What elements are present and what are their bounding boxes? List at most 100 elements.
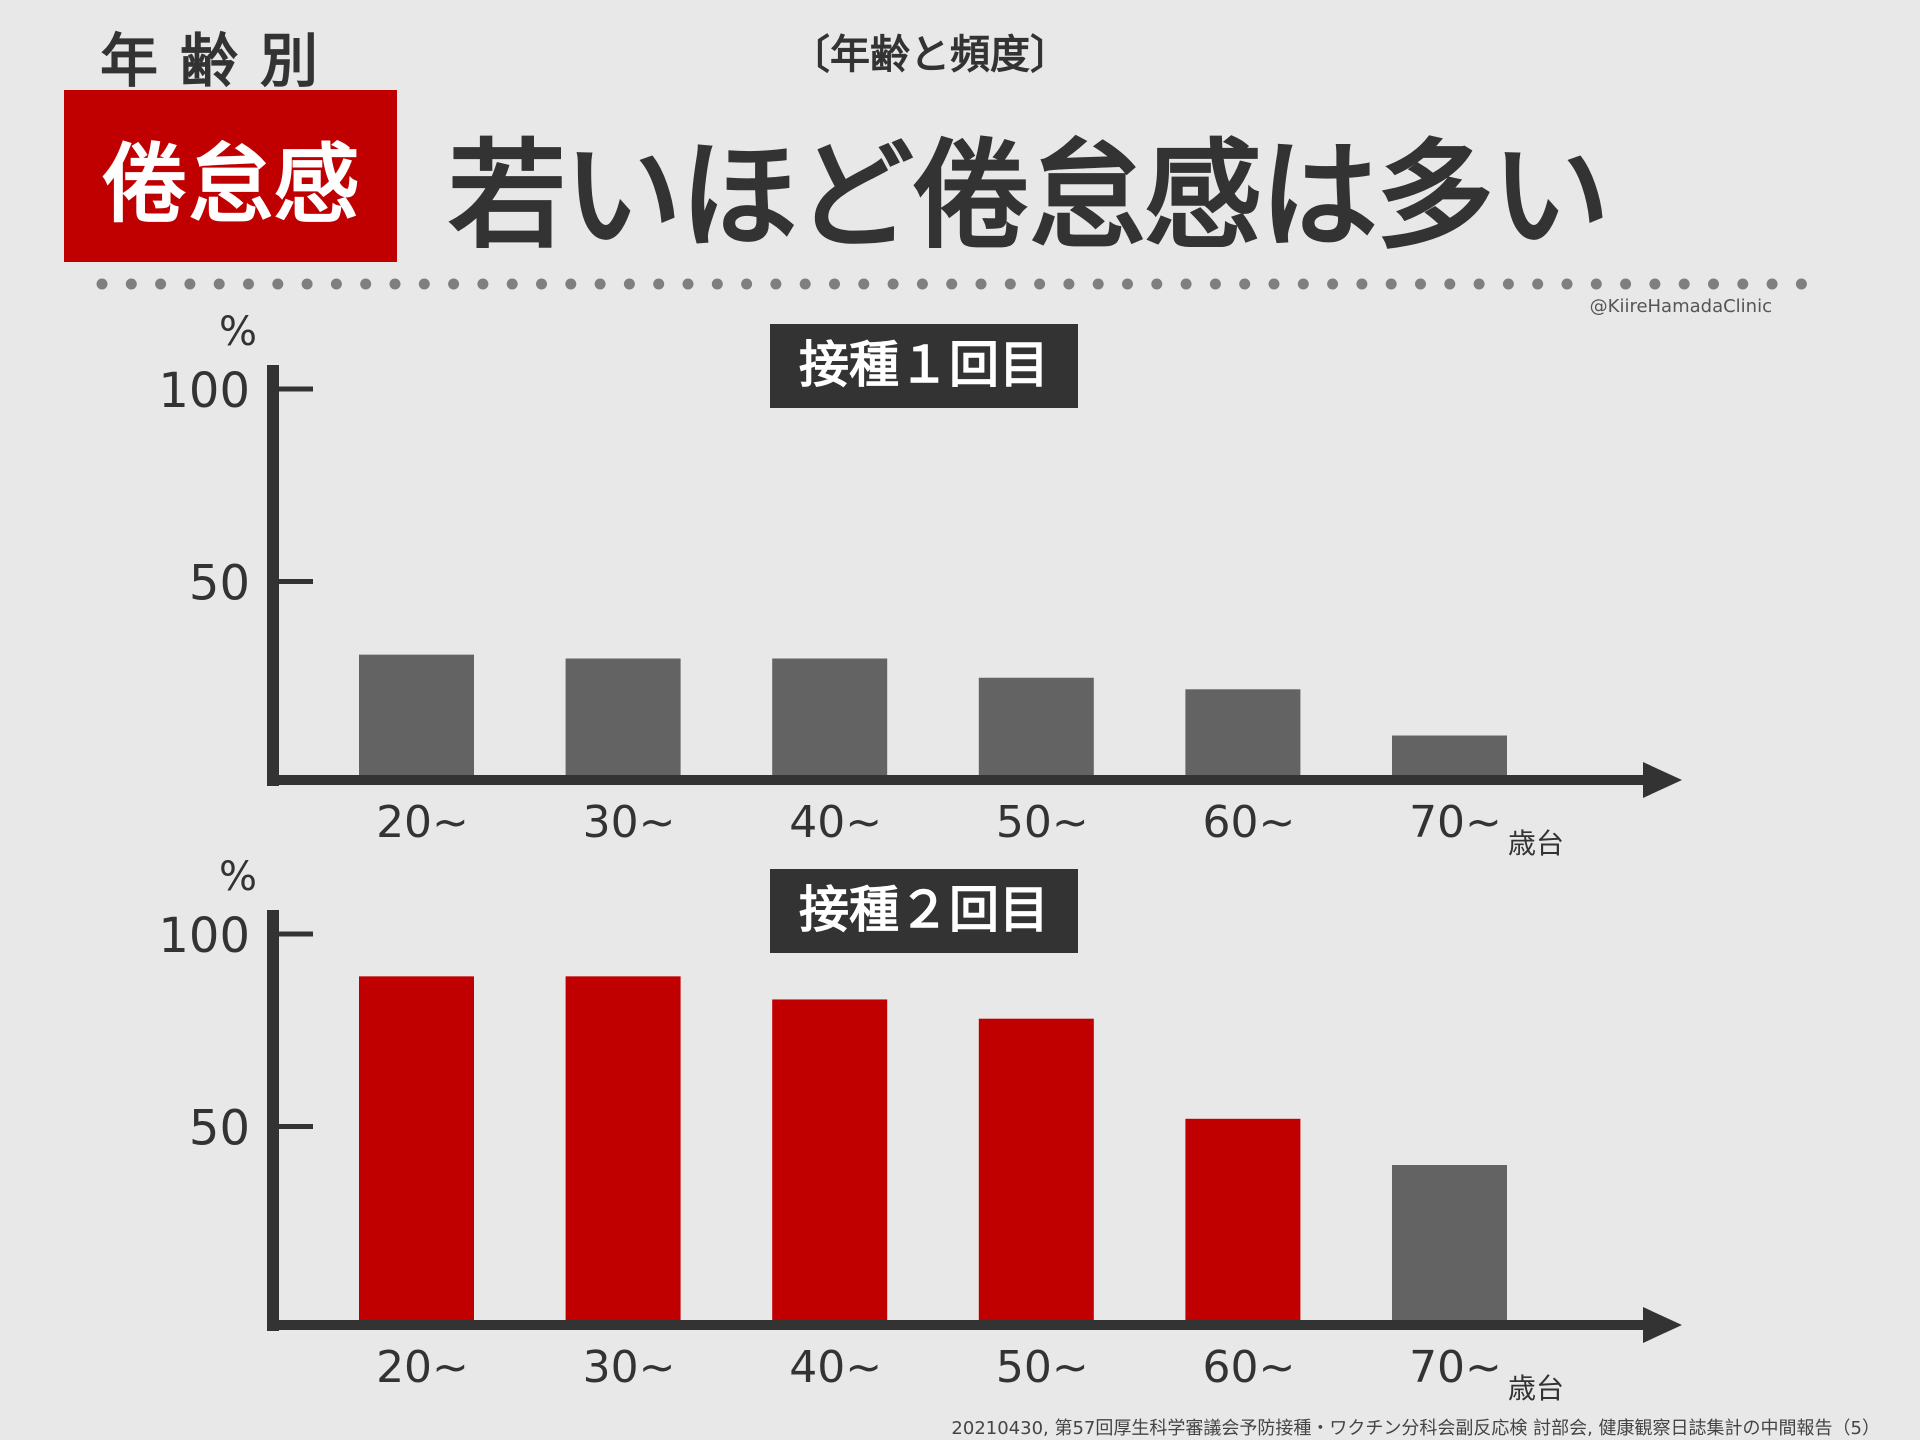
divider-dot [887,278,899,290]
divider-dot [389,278,401,290]
divider-dot [682,278,694,290]
bar-30 [565,976,681,1321]
divider-dot [829,278,840,290]
divider-dot [360,278,372,290]
chart-title: 接種１回目 [770,324,1078,408]
divider-dot [213,278,225,290]
x-tick-label: 40~ [789,797,882,848]
chart-title-label: 接種２回目 [799,881,1049,939]
divider-dot [1122,278,1133,290]
divider-dot [1737,278,1749,290]
divider-dot [770,278,782,290]
divider-dot [1180,278,1192,290]
x-tick-label: 70~ [1409,797,1502,848]
divider-dot [1444,278,1456,290]
chart-title: 接種２回目 [770,869,1078,953]
y-tick-label: 100 [158,908,250,964]
divider-dot [1415,278,1426,290]
divider-dot [653,278,665,290]
bar-70 [1392,1165,1507,1321]
bar-20 [359,654,474,776]
chart-dose-2: 接種２回目% 100 50 20~ 30~ 40~ 50~ 60~ 70~ 歳台 [158,854,1682,1405]
divider-dot [448,278,460,290]
divider-dot [1561,278,1573,290]
divider-dot [1502,278,1514,290]
chart-title-box [770,324,1078,408]
divider-dot [799,278,811,290]
dotted-divider [96,278,1807,290]
x-tick-label: 20~ [376,1342,469,1393]
y-axis-label: % [219,854,257,900]
bar-70 [1392,735,1507,776]
page-title: 若いほど倦怠感は多い [448,127,1610,265]
divider-dot [1034,278,1046,290]
bar-50 [978,1018,1094,1321]
divider-dot [711,278,723,290]
source-citation: 20210430, 第57回厚生科学審議会予防接種・ワクチン分科会副反応検 討部… [951,1418,1880,1439]
divider-dot [623,278,635,290]
x-unit-label: 歳台 [1508,827,1564,860]
x-tick-label: 50~ [996,797,1089,848]
divider-dot [477,278,489,290]
x-tick-label: 30~ [583,1342,676,1393]
divider-dot [1649,278,1661,290]
divider-dot [1620,278,1632,290]
divider-dot [1795,278,1807,290]
divider-dot [1473,278,1485,290]
divider-dot [243,278,254,290]
subtitle: 〔年齢と頻度〕 [790,32,1070,78]
x-tick-label: 40~ [789,1342,882,1393]
y-tick-label: 100 [158,363,250,419]
divider-dot [1385,278,1397,290]
divider-dot [1209,278,1221,290]
bar-40 [772,658,888,776]
y-tick-label: 50 [189,556,250,612]
chart-title-label: 接種１回目 [799,336,1049,394]
y-tick-label: 50 [189,1101,250,1157]
divider-dot [418,278,430,290]
divider-dot [155,278,167,290]
divider-dot [1327,278,1339,290]
divider-dot [975,278,987,290]
divider-dot [1063,278,1075,290]
symptom-badge: 倦怠感 [64,90,397,262]
bar-50 [978,677,1094,776]
symptom-badge-label: 倦怠感 [101,134,360,235]
x-axis-arrow [1643,1307,1682,1343]
x-axis-arrow [1643,762,1682,798]
chart-title-box [770,869,1078,953]
x-tick-label: 60~ [1202,1342,1295,1393]
divider-dot [594,278,606,290]
divider-dot [506,278,518,290]
divider-dot [1678,278,1690,290]
x-tick-label: 60~ [1202,797,1295,848]
divider-dot [96,278,108,290]
x-tick-label: 50~ [996,1342,1089,1393]
y-axis-label: % [219,309,257,355]
bar-40 [772,999,888,1321]
divider-dot [741,278,753,290]
divider-dot [1092,278,1104,290]
bar-60 [1185,689,1301,776]
x-tick-label: 70~ [1409,1342,1502,1393]
bar-30 [565,658,681,776]
divider-dot [1297,278,1309,290]
bar-60 [1185,1118,1301,1321]
divider-dot [1004,278,1016,290]
divider-dot [565,278,577,290]
x-tick-label: 20~ [376,797,469,848]
divider-dot [858,278,870,290]
divider-dot [536,278,547,290]
divider-dot [184,278,196,290]
divider-dot [1356,278,1368,290]
divider-dot [1151,278,1163,290]
chart-dose-1: 接種１回目% 100 50 20~ 30~ 40~ 50~ 60~ 70~ 歳台 [158,309,1682,860]
bar-20 [359,976,474,1321]
divider-dot [1590,278,1602,290]
divider-dot [946,278,958,290]
divider-dot [1532,278,1544,290]
x-tick-label: 30~ [583,797,676,848]
category-kicker: 年齢別 [100,27,341,95]
divider-dot [301,278,313,290]
divider-dot [916,278,928,290]
